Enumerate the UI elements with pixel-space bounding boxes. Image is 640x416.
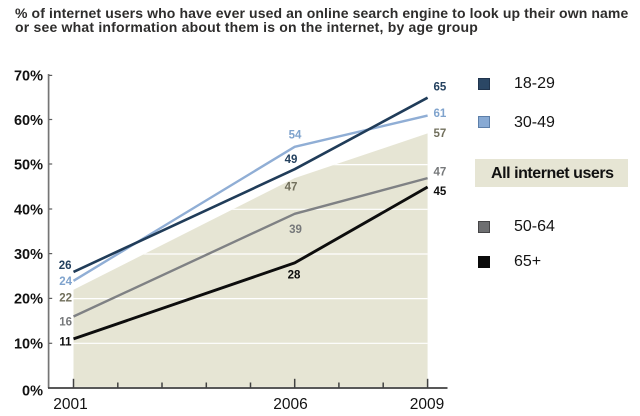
- svg-text:24: 24: [59, 276, 72, 288]
- svg-text:65: 65: [434, 82, 447, 94]
- svg-text:2001: 2001: [53, 396, 87, 413]
- svg-text:60%: 60%: [14, 113, 43, 129]
- svg-text:61: 61: [434, 108, 447, 120]
- svg-text:2009: 2009: [410, 396, 444, 413]
- svg-text:39: 39: [289, 224, 302, 236]
- svg-text:2006: 2006: [273, 396, 307, 413]
- svg-text:49: 49: [285, 154, 298, 166]
- svg-text:70%: 70%: [14, 69, 43, 85]
- svg-text:40%: 40%: [14, 202, 43, 218]
- svg-text:26: 26: [59, 260, 72, 272]
- svg-text:22: 22: [59, 293, 72, 305]
- svg-text:50%: 50%: [14, 158, 43, 174]
- svg-text:20%: 20%: [14, 292, 43, 308]
- svg-text:10%: 10%: [14, 336, 43, 352]
- svg-text:30%: 30%: [14, 247, 43, 263]
- svg-text:54: 54: [289, 130, 302, 142]
- svg-text:28: 28: [288, 270, 301, 282]
- svg-text:47: 47: [434, 167, 447, 179]
- svg-text:16: 16: [59, 317, 72, 329]
- svg-text:47: 47: [285, 182, 298, 194]
- svg-text:45: 45: [434, 186, 447, 198]
- svg-text:57: 57: [434, 128, 447, 140]
- svg-text:0%: 0%: [22, 384, 43, 400]
- svg-text:11: 11: [59, 337, 72, 349]
